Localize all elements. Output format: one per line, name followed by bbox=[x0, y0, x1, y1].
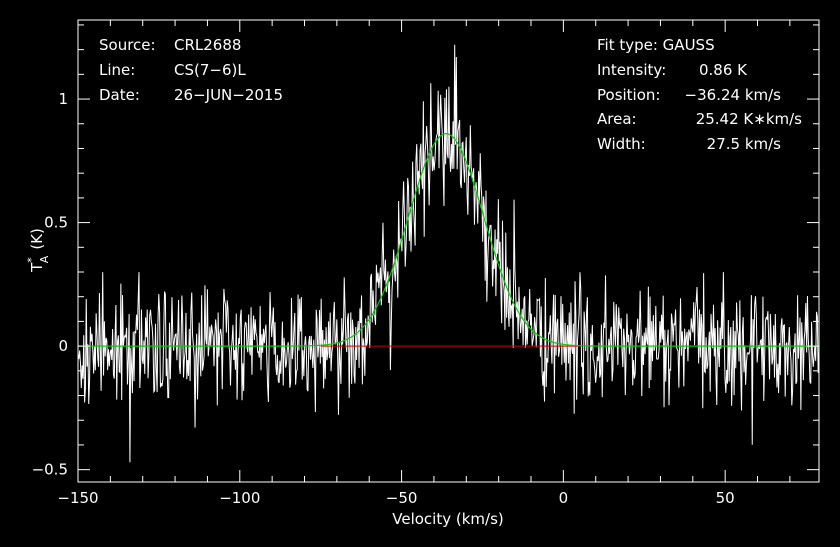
plot-frame bbox=[77, 19, 820, 483]
x-tick-label: −150 bbox=[57, 489, 98, 507]
source-value: CRL2688 bbox=[174, 36, 241, 54]
tick-marks bbox=[77, 20, 819, 482]
svg-text:T*A(K): T*A (K) bbox=[25, 228, 51, 273]
date-label: Date: bbox=[99, 86, 140, 104]
line-label: Line: bbox=[99, 61, 135, 79]
x-tick-label: 0 bbox=[559, 489, 569, 507]
x-tick-label: 50 bbox=[716, 489, 735, 507]
position-value: −36.24 km/s bbox=[685, 86, 782, 104]
fit-type: Fit type: GAUSS bbox=[597, 36, 715, 54]
y-axis-label-sup: * bbox=[25, 257, 38, 263]
y-axis-label: T*A (K) bbox=[25, 228, 51, 273]
y-tick-labels: −0.5 0 0.5 1 bbox=[32, 90, 68, 479]
info-left: Source: CRL2688 Line: CS(7−6)L Date: 26−… bbox=[99, 36, 283, 104]
width-label: Width: bbox=[597, 135, 646, 153]
y-tick-label: 1 bbox=[58, 90, 68, 108]
gaussian-fit-line bbox=[78, 133, 819, 347]
data-layer bbox=[77, 44, 820, 463]
x-tick-label: −100 bbox=[219, 489, 260, 507]
x-tick-labels: −150 −100 −50 0 50 bbox=[57, 489, 734, 507]
y-axis-label-unit: (K) bbox=[28, 228, 46, 250]
intensity-value: 0.86 K bbox=[699, 61, 748, 79]
x-axis-label: Velocity (km/s) bbox=[392, 510, 503, 528]
area-label: Area: bbox=[597, 110, 637, 128]
date-value: 26−JUN−2015 bbox=[174, 86, 283, 104]
y-tick-label: 0 bbox=[58, 337, 68, 355]
area-value: 25.42 K∗km/s bbox=[696, 110, 802, 128]
x-tick-label: −50 bbox=[386, 489, 418, 507]
y-axis-label-sub: A bbox=[38, 255, 51, 263]
fit-results: Fit type: GAUSS Intensity: 0.86 K Positi… bbox=[597, 36, 802, 153]
source-label: Source: bbox=[99, 36, 156, 54]
intensity-label: Intensity: bbox=[597, 61, 666, 79]
position-label: Position: bbox=[597, 86, 660, 104]
line-value: CS(7−6)L bbox=[174, 61, 246, 79]
y-tick-label: −0.5 bbox=[32, 461, 68, 479]
y-axis-label-main: T bbox=[28, 262, 46, 273]
spectrum-line bbox=[77, 44, 820, 463]
width-value: 27.5 km/s bbox=[707, 135, 782, 153]
y-tick-label: 0.5 bbox=[44, 214, 68, 232]
